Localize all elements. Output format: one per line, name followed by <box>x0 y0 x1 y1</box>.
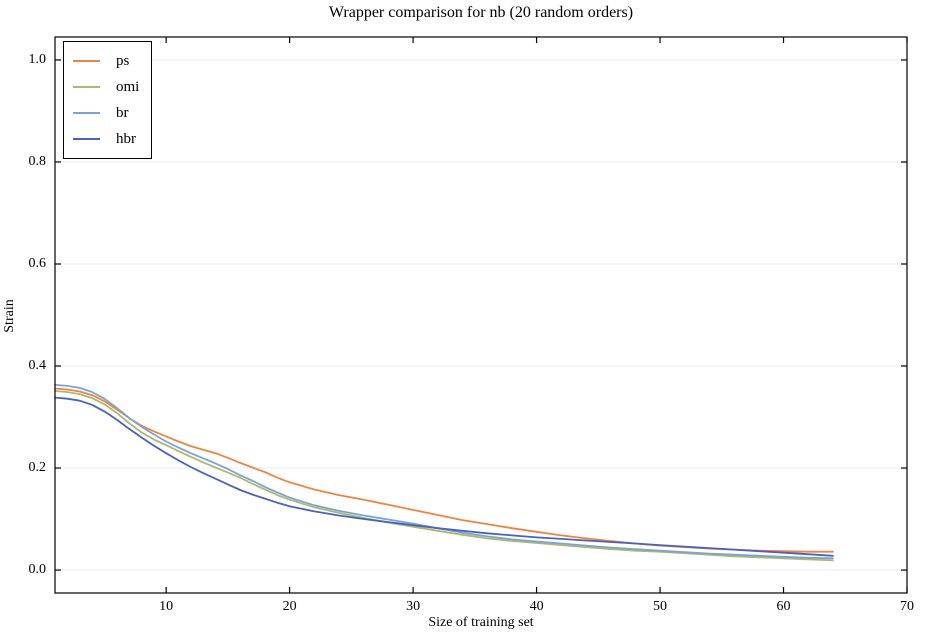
series-line-omi <box>54 390 834 562</box>
y-tick-label: 0.6 <box>28 255 47 271</box>
series-line-ps <box>54 387 834 553</box>
legend-line-hbr-icon <box>73 138 100 140</box>
legend: ps omi br hbr <box>63 41 153 159</box>
y-tick-label: 0.0 <box>28 562 47 578</box>
x-tick-label: 50 <box>653 599 668 614</box>
legend-item-ps: ps <box>73 48 139 74</box>
series-line-hbr <box>54 396 834 557</box>
x-tick-label: 20 <box>282 599 297 614</box>
y-axis-label: Strain <box>2 299 17 333</box>
axes-frame <box>54 36 908 594</box>
legend-line-omi-icon <box>73 86 100 88</box>
legend-label-br: br <box>116 104 129 121</box>
legend-label-ps: ps <box>116 52 130 69</box>
legend-line-br-icon <box>73 112 100 114</box>
legend-label-hbr: hbr <box>116 130 136 147</box>
y-tick-label: 0.4 <box>28 358 47 373</box>
x-tick-label: 70 <box>900 599 914 614</box>
x-axis-label: Size of training set <box>428 615 534 630</box>
legend-item-hbr: hbr <box>73 126 139 152</box>
legend-item-omi: omi <box>73 74 139 100</box>
x-tick-label: 30 <box>406 599 421 614</box>
y-tick-label: 0.2 <box>28 460 47 476</box>
x-tick-label: 10 <box>159 599 174 614</box>
legend-label-omi: omi <box>116 78 140 95</box>
y-tick-label: 1.0 <box>28 51 47 67</box>
chart-title: Wrapper comparison for nb (20 random ord… <box>328 4 634 21</box>
legend-line-ps-icon <box>73 60 100 62</box>
legend-item-br: br <box>73 100 139 126</box>
x-tick-label: 60 <box>776 599 791 614</box>
y-tick-label: 0.8 <box>28 153 47 169</box>
x-tick-label: 40 <box>529 599 544 614</box>
series-line-br <box>54 383 834 560</box>
